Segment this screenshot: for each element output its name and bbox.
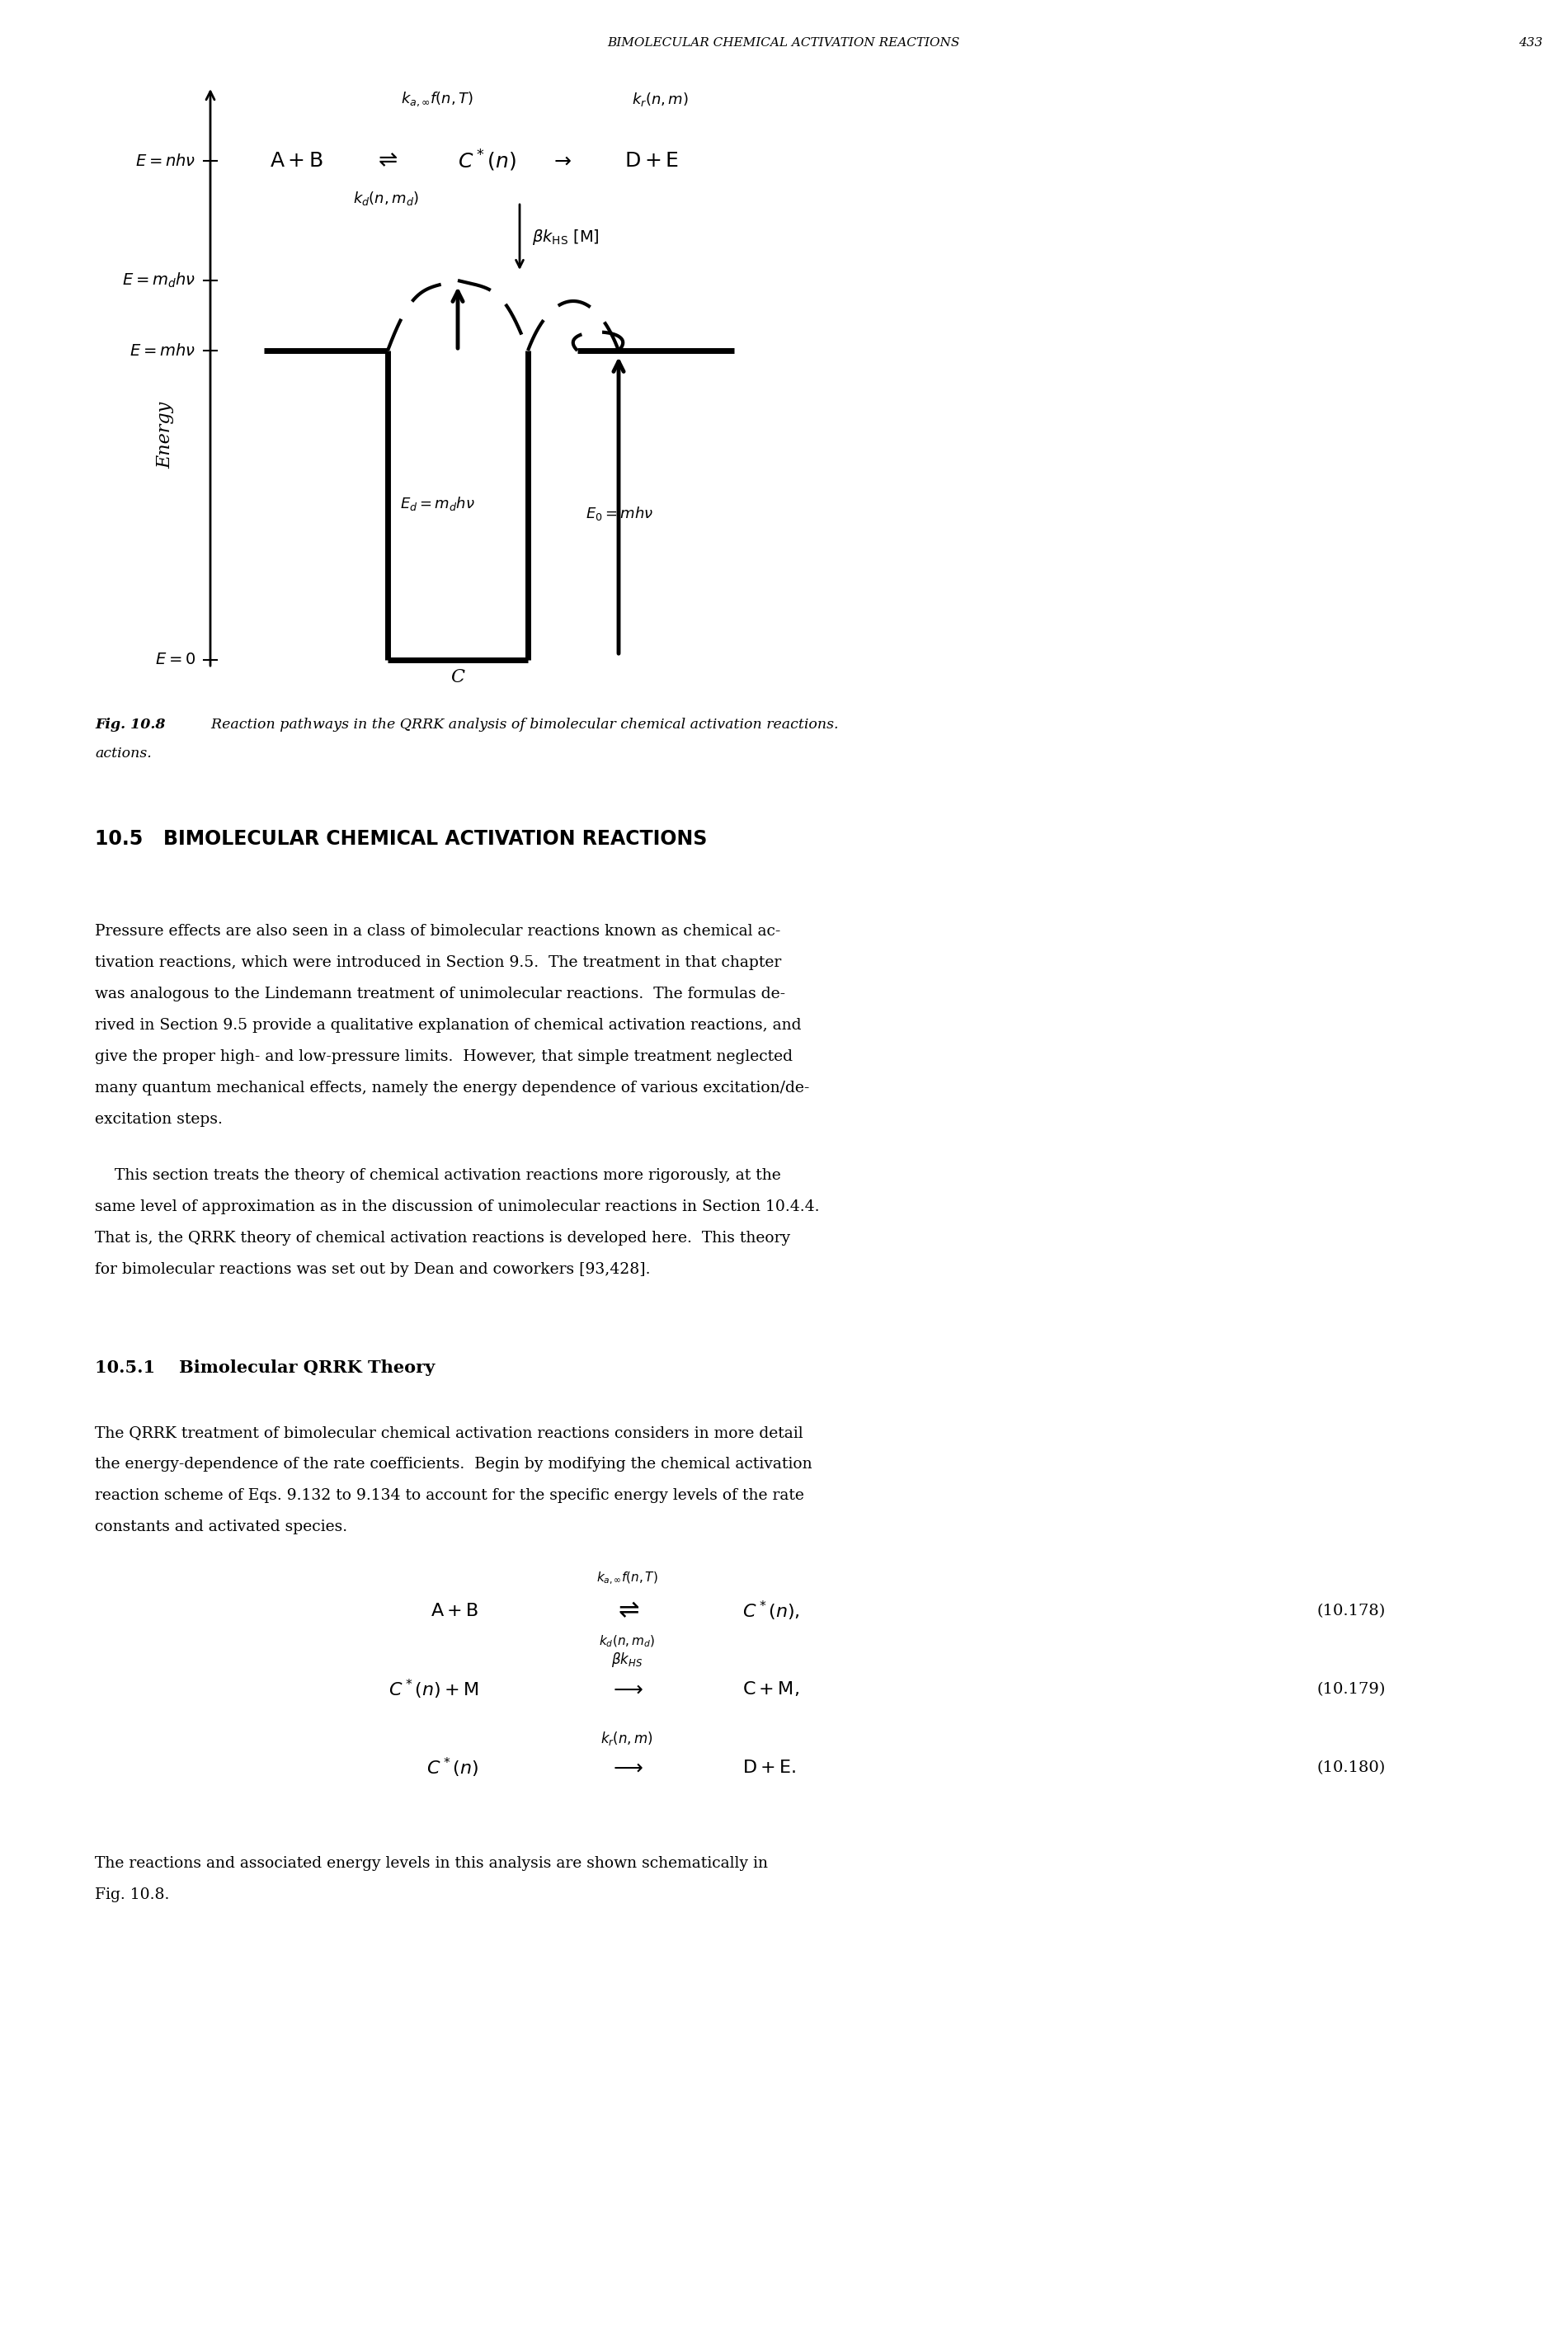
- Text: many quantum mechanical effects, namely the energy dependence of various excitat: many quantum mechanical effects, namely …: [94, 1081, 809, 1096]
- Text: Fig. 10.8: Fig. 10.8: [94, 717, 165, 731]
- Text: $C^*(n)$: $C^*(n)$: [458, 148, 516, 174]
- Text: $\beta k_{HS}$: $\beta k_{HS}$: [612, 1650, 643, 1669]
- Text: 433: 433: [1518, 38, 1543, 49]
- Text: $\beta k_{\mathrm{HS}}\ [\mathrm{M}]$: $\beta k_{\mathrm{HS}}\ [\mathrm{M}]$: [532, 228, 599, 247]
- Text: 10.5.1    Bimolecular QRRK Theory: 10.5.1 Bimolecular QRRK Theory: [94, 1359, 434, 1375]
- Text: $C^*(n) + \mathrm{M}$: $C^*(n) + \mathrm{M}$: [389, 1679, 478, 1702]
- Text: tivation reactions, which were introduced in Section 9.5.  The treatment in that: tivation reactions, which were introduce…: [94, 955, 781, 971]
- Text: 10.5   BIMOLECULAR CHEMICAL ACTIVATION REACTIONS: 10.5 BIMOLECULAR CHEMICAL ACTIVATION REA…: [94, 830, 707, 849]
- Text: $\mathrm{A} + \mathrm{B}$: $\mathrm{A} + \mathrm{B}$: [431, 1601, 478, 1620]
- Text: BIMOLECULAR CHEMICAL ACTIVATION REACTIONS: BIMOLECULAR CHEMICAL ACTIVATION REACTION…: [607, 38, 960, 49]
- Text: $C^*(n)$: $C^*(n)$: [426, 1756, 478, 1780]
- Text: $k_r(n,m)$: $k_r(n,m)$: [601, 1730, 654, 1747]
- Text: excitation steps.: excitation steps.: [94, 1112, 223, 1126]
- Text: $C^*(n),$: $C^*(n),$: [742, 1599, 800, 1622]
- Text: give the proper high- and low-pressure limits.  However, that simple treatment n: give the proper high- and low-pressure l…: [94, 1049, 793, 1065]
- Text: actions.: actions.: [94, 748, 152, 762]
- Text: $\mathrm{C} + \mathrm{M},$: $\mathrm{C} + \mathrm{M},$: [742, 1681, 800, 1697]
- Text: This section treats the theory of chemical activation reactions more rigorously,: This section treats the theory of chemic…: [94, 1168, 781, 1183]
- Text: $E = nh\nu$: $E = nh\nu$: [135, 153, 196, 169]
- Text: the energy-dependence of the rate coefficients.  Begin by modifying the chemical: the energy-dependence of the rate coeffi…: [94, 1458, 812, 1472]
- Text: $k_d(n,m_d)$: $k_d(n,m_d)$: [599, 1634, 655, 1650]
- Text: Energy: Energy: [155, 402, 174, 468]
- Text: same level of approximation as in the discussion of unimolecular reactions in Se: same level of approximation as in the di…: [94, 1199, 820, 1213]
- Text: (10.179): (10.179): [1317, 1681, 1386, 1697]
- Text: reaction scheme of Eqs. 9.132 to 9.134 to account for the specific energy levels: reaction scheme of Eqs. 9.132 to 9.134 t…: [94, 1488, 804, 1502]
- Text: That is, the QRRK theory of chemical activation reactions is developed here.  Th: That is, the QRRK theory of chemical act…: [94, 1232, 790, 1246]
- Text: The QRRK treatment of bimolecular chemical activation reactions considers in mor: The QRRK treatment of bimolecular chemic…: [94, 1425, 803, 1441]
- Text: $E = mh\nu$: $E = mh\nu$: [130, 343, 196, 357]
- Text: $E_0 = mh\nu$: $E_0 = mh\nu$: [585, 505, 654, 522]
- Text: $\rightarrow$: $\rightarrow$: [550, 150, 572, 169]
- Text: C: C: [450, 668, 464, 686]
- Text: (10.180): (10.180): [1317, 1761, 1386, 1775]
- Text: $\rightleftharpoons$: $\rightleftharpoons$: [373, 150, 398, 172]
- Text: $k_{a,\infty}f(n,T)$: $k_{a,\infty}f(n,T)$: [401, 89, 474, 108]
- Text: for bimolecular reactions was set out by Dean and coworkers [93,428].: for bimolecular reactions was set out by…: [94, 1262, 651, 1277]
- Text: $\mathrm{A} + \mathrm{B}$: $\mathrm{A} + \mathrm{B}$: [270, 150, 325, 169]
- Text: $\longrightarrow$: $\longrightarrow$: [610, 1681, 644, 1700]
- Text: $\mathrm{D} + \mathrm{E}.$: $\mathrm{D} + \mathrm{E}.$: [742, 1759, 797, 1777]
- Text: $k_d(n,m_d)$: $k_d(n,m_d)$: [353, 190, 419, 207]
- Text: Pressure effects are also seen in a class of bimolecular reactions known as chem: Pressure effects are also seen in a clas…: [94, 924, 781, 938]
- Text: The reactions and associated energy levels in this analysis are shown schematica: The reactions and associated energy leve…: [94, 1855, 768, 1871]
- Text: $k_{a,\infty}f(n,T)$: $k_{a,\infty}f(n,T)$: [596, 1570, 657, 1587]
- Text: $E = 0$: $E = 0$: [155, 654, 196, 668]
- Text: $k_r(n,m)$: $k_r(n,m)$: [632, 89, 688, 108]
- Text: Reaction pathways in the QRRK analysis of bimolecular chemical activation reacti: Reaction pathways in the QRRK analysis o…: [202, 717, 839, 731]
- Text: was analogous to the Lindemann treatment of unimolecular reactions.  The formula: was analogous to the Lindemann treatment…: [94, 987, 786, 1002]
- Text: $\rightleftharpoons$: $\rightleftharpoons$: [613, 1599, 640, 1625]
- Text: (10.178): (10.178): [1317, 1603, 1386, 1617]
- Text: $E_d = m_d h\nu$: $E_d = m_d h\nu$: [400, 494, 475, 513]
- Text: constants and activated species.: constants and activated species.: [94, 1519, 348, 1535]
- Text: rived in Section 9.5 provide a qualitative explanation of chemical activation re: rived in Section 9.5 provide a qualitati…: [94, 1018, 801, 1032]
- Text: $E = m_d h\nu$: $E = m_d h\nu$: [122, 270, 196, 289]
- Text: $\longrightarrow$: $\longrightarrow$: [610, 1759, 644, 1777]
- Text: Fig. 10.8.: Fig. 10.8.: [94, 1888, 169, 1902]
- Text: $\mathrm{D} + \mathrm{E}$: $\mathrm{D} + \mathrm{E}$: [624, 150, 679, 169]
